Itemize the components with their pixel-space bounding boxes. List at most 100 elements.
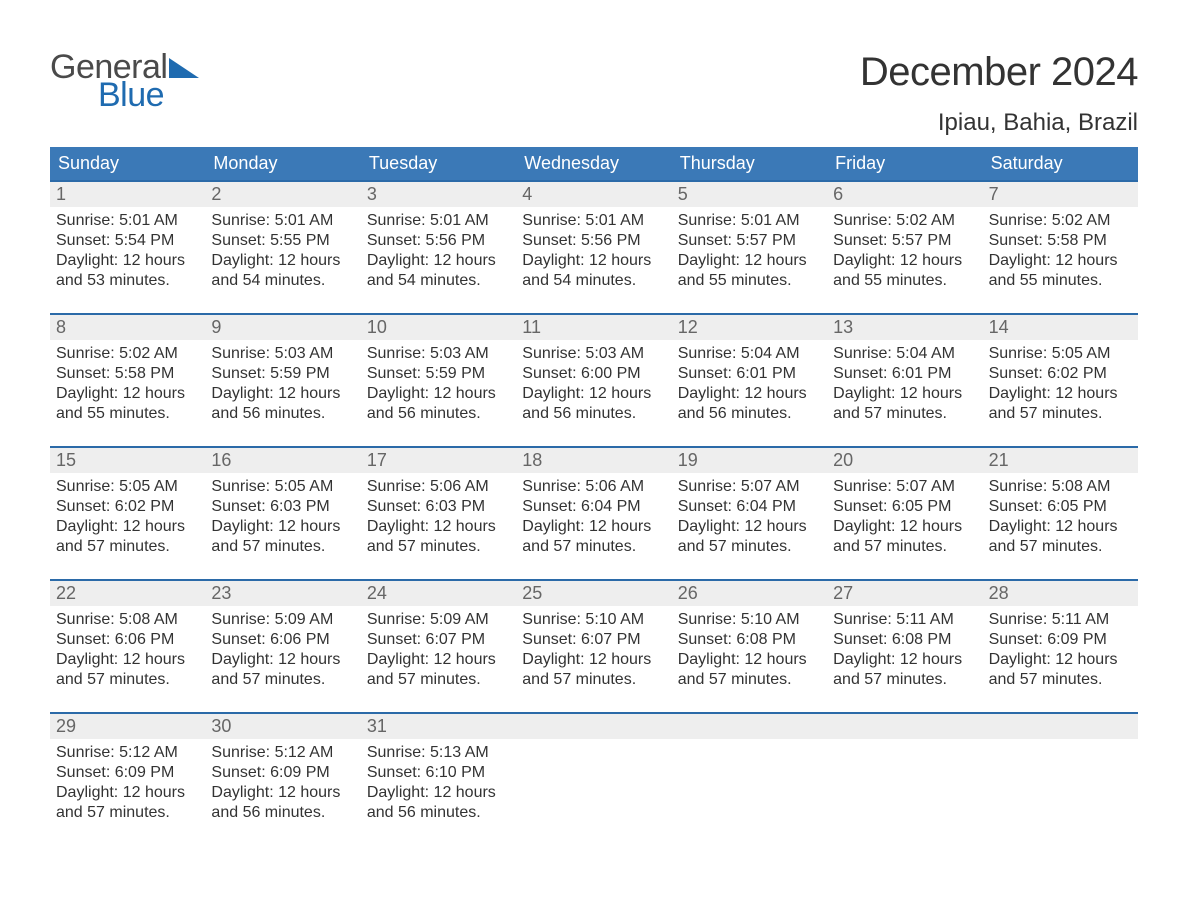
- day-dl1: Daylight: 12 hours: [989, 517, 1132, 537]
- day-dl1: Daylight: 12 hours: [56, 783, 199, 803]
- day-dl2: and 55 minutes.: [833, 271, 976, 291]
- day-dl1: Daylight: 12 hours: [367, 783, 510, 803]
- day-sunrise: Sunrise: 5:07 AM: [678, 477, 821, 497]
- day-number: 2: [205, 182, 360, 207]
- day-dl1: Daylight: 12 hours: [211, 517, 354, 537]
- day-number: [516, 714, 671, 739]
- logo-text-blue: Blue: [98, 78, 199, 112]
- day-details: [983, 739, 1138, 747]
- calendar-day: 25Sunrise: 5:10 AMSunset: 6:07 PMDayligh…: [516, 581, 671, 694]
- day-sunset: Sunset: 5:56 PM: [522, 231, 665, 251]
- calendar-day: 23Sunrise: 5:09 AMSunset: 6:06 PMDayligh…: [205, 581, 360, 694]
- day-details: Sunrise: 5:12 AMSunset: 6:09 PMDaylight:…: [205, 739, 360, 827]
- calendar-day: 1Sunrise: 5:01 AMSunset: 5:54 PMDaylight…: [50, 182, 205, 295]
- day-sunset: Sunset: 6:02 PM: [989, 364, 1132, 384]
- day-dl2: and 57 minutes.: [833, 670, 976, 690]
- day-number: 14: [983, 315, 1138, 340]
- day-sunset: Sunset: 6:09 PM: [56, 763, 199, 783]
- day-dl1: Daylight: 12 hours: [989, 650, 1132, 670]
- day-sunrise: Sunrise: 5:03 AM: [522, 344, 665, 364]
- day-sunset: Sunset: 6:08 PM: [678, 630, 821, 650]
- day-number: 4: [516, 182, 671, 207]
- day-sunset: Sunset: 6:05 PM: [833, 497, 976, 517]
- calendar-day: 22Sunrise: 5:08 AMSunset: 6:06 PMDayligh…: [50, 581, 205, 694]
- day-dl2: and 56 minutes.: [367, 404, 510, 424]
- day-details: [516, 739, 671, 747]
- day-sunrise: Sunrise: 5:02 AM: [833, 211, 976, 231]
- day-number: 17: [361, 448, 516, 473]
- weekday-header: Tuesday: [361, 147, 516, 180]
- calendar-week: 1Sunrise: 5:01 AMSunset: 5:54 PMDaylight…: [50, 180, 1138, 295]
- day-number: 29: [50, 714, 205, 739]
- day-dl1: Daylight: 12 hours: [211, 251, 354, 271]
- day-number: 9: [205, 315, 360, 340]
- day-sunrise: Sunrise: 5:04 AM: [678, 344, 821, 364]
- day-sunrise: Sunrise: 5:01 AM: [522, 211, 665, 231]
- day-details: Sunrise: 5:01 AMSunset: 5:54 PMDaylight:…: [50, 207, 205, 295]
- day-dl1: Daylight: 12 hours: [367, 517, 510, 537]
- day-details: Sunrise: 5:12 AMSunset: 6:09 PMDaylight:…: [50, 739, 205, 827]
- calendar-day: 21Sunrise: 5:08 AMSunset: 6:05 PMDayligh…: [983, 448, 1138, 561]
- day-sunrise: Sunrise: 5:02 AM: [56, 344, 199, 364]
- calendar-day: [827, 714, 982, 827]
- day-details: Sunrise: 5:03 AMSunset: 5:59 PMDaylight:…: [361, 340, 516, 428]
- day-details: Sunrise: 5:07 AMSunset: 6:05 PMDaylight:…: [827, 473, 982, 561]
- calendar-day: 11Sunrise: 5:03 AMSunset: 6:00 PMDayligh…: [516, 315, 671, 428]
- day-number: [672, 714, 827, 739]
- day-number: 7: [983, 182, 1138, 207]
- day-number: 3: [361, 182, 516, 207]
- calendar-day: [516, 714, 671, 827]
- calendar-day: 26Sunrise: 5:10 AMSunset: 6:08 PMDayligh…: [672, 581, 827, 694]
- day-number: 19: [672, 448, 827, 473]
- weekday-header: Monday: [205, 147, 360, 180]
- calendar-day: [672, 714, 827, 827]
- day-dl1: Daylight: 12 hours: [211, 650, 354, 670]
- day-dl1: Daylight: 12 hours: [522, 384, 665, 404]
- day-details: [827, 739, 982, 747]
- day-details: Sunrise: 5:04 AMSunset: 6:01 PMDaylight:…: [827, 340, 982, 428]
- calendar-day: 14Sunrise: 5:05 AMSunset: 6:02 PMDayligh…: [983, 315, 1138, 428]
- day-dl2: and 54 minutes.: [211, 271, 354, 291]
- day-sunset: Sunset: 5:56 PM: [367, 231, 510, 251]
- day-number: 1: [50, 182, 205, 207]
- day-dl1: Daylight: 12 hours: [367, 251, 510, 271]
- day-number: 24: [361, 581, 516, 606]
- day-details: Sunrise: 5:03 AMSunset: 6:00 PMDaylight:…: [516, 340, 671, 428]
- day-dl2: and 57 minutes.: [833, 404, 976, 424]
- day-details: Sunrise: 5:03 AMSunset: 5:59 PMDaylight:…: [205, 340, 360, 428]
- calendar-day: 6Sunrise: 5:02 AMSunset: 5:57 PMDaylight…: [827, 182, 982, 295]
- day-dl1: Daylight: 12 hours: [678, 650, 821, 670]
- day-sunrise: Sunrise: 5:01 AM: [56, 211, 199, 231]
- calendar-day: 3Sunrise: 5:01 AMSunset: 5:56 PMDaylight…: [361, 182, 516, 295]
- calendar-day: 7Sunrise: 5:02 AMSunset: 5:58 PMDaylight…: [983, 182, 1138, 295]
- day-dl2: and 57 minutes.: [367, 670, 510, 690]
- day-sunrise: Sunrise: 5:03 AM: [211, 344, 354, 364]
- day-dl1: Daylight: 12 hours: [367, 384, 510, 404]
- day-number: 26: [672, 581, 827, 606]
- day-sunrise: Sunrise: 5:05 AM: [989, 344, 1132, 364]
- weekday-header: Friday: [827, 147, 982, 180]
- day-sunrise: Sunrise: 5:10 AM: [522, 610, 665, 630]
- day-dl1: Daylight: 12 hours: [56, 650, 199, 670]
- calendar-day: 5Sunrise: 5:01 AMSunset: 5:57 PMDaylight…: [672, 182, 827, 295]
- day-sunset: Sunset: 6:07 PM: [522, 630, 665, 650]
- day-dl2: and 57 minutes.: [211, 537, 354, 557]
- weekday-header: Thursday: [672, 147, 827, 180]
- day-sunrise: Sunrise: 5:11 AM: [989, 610, 1132, 630]
- calendar-day: 13Sunrise: 5:04 AMSunset: 6:01 PMDayligh…: [827, 315, 982, 428]
- day-sunrise: Sunrise: 5:12 AM: [211, 743, 354, 763]
- calendar-day: 28Sunrise: 5:11 AMSunset: 6:09 PMDayligh…: [983, 581, 1138, 694]
- day-sunset: Sunset: 6:10 PM: [367, 763, 510, 783]
- day-dl2: and 56 minutes.: [678, 404, 821, 424]
- day-details: Sunrise: 5:01 AMSunset: 5:57 PMDaylight:…: [672, 207, 827, 295]
- day-sunrise: Sunrise: 5:02 AM: [989, 211, 1132, 231]
- day-number: [827, 714, 982, 739]
- day-number: 20: [827, 448, 982, 473]
- day-dl2: and 57 minutes.: [522, 537, 665, 557]
- day-details: Sunrise: 5:01 AMSunset: 5:55 PMDaylight:…: [205, 207, 360, 295]
- day-number: 18: [516, 448, 671, 473]
- day-sunrise: Sunrise: 5:13 AM: [367, 743, 510, 763]
- day-dl1: Daylight: 12 hours: [678, 517, 821, 537]
- day-dl2: and 53 minutes.: [56, 271, 199, 291]
- day-details: Sunrise: 5:08 AMSunset: 6:06 PMDaylight:…: [50, 606, 205, 694]
